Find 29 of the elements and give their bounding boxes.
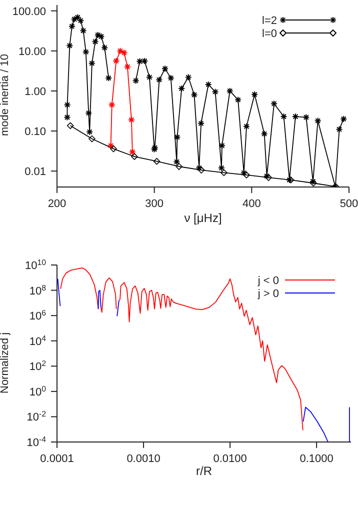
x-tick-label: 300: [145, 198, 164, 210]
x-tick-label: 0.0100: [213, 453, 247, 465]
y-tick-label: 10$^{8}$: [29, 282, 47, 298]
y-tick-label: 10$^{-4}$: [26, 434, 47, 449]
legend-label: j < 0: [256, 275, 279, 287]
y-tick-label: 10$^{10}$: [24, 258, 47, 272]
y-axis-title: Normalized j: [0, 332, 11, 394]
x-tick-label: 0.0001: [40, 453, 74, 465]
y-tick-label: 10$^{2}$: [29, 358, 46, 374]
x-tick-label: 0.1000: [300, 453, 334, 465]
x-tick-label: 500: [340, 198, 358, 210]
x-tick-label: 200: [48, 198, 66, 210]
y-tick-label: 0.10: [24, 126, 46, 138]
x-axis-title: ν [μHz]: [184, 211, 222, 225]
y-axis-title: mode inertia / 10: [0, 54, 11, 136]
y-tick-label: 10$^{-2}$: [26, 409, 46, 424]
legend-label: j > 0: [256, 288, 279, 300]
legend-label: l=0: [262, 28, 277, 40]
y-tick-label: 10.00: [18, 46, 46, 58]
x-tick-label: 0.0010: [126, 453, 160, 465]
y-tick-label: 0.01: [24, 166, 46, 178]
x-axis-title: r/R: [196, 464, 212, 478]
y-tick-label: 10$^{6}$: [29, 308, 47, 323]
x-tick-label: 400: [242, 198, 261, 210]
y-tick-label: 10$^{0}$: [29, 384, 47, 398]
legend-label: l=2: [262, 15, 277, 27]
y-tick-label: 1.00: [24, 86, 46, 98]
y-tick-label: 10$^{4}$: [29, 333, 47, 348]
y-tick-label: 100.00: [12, 6, 46, 18]
